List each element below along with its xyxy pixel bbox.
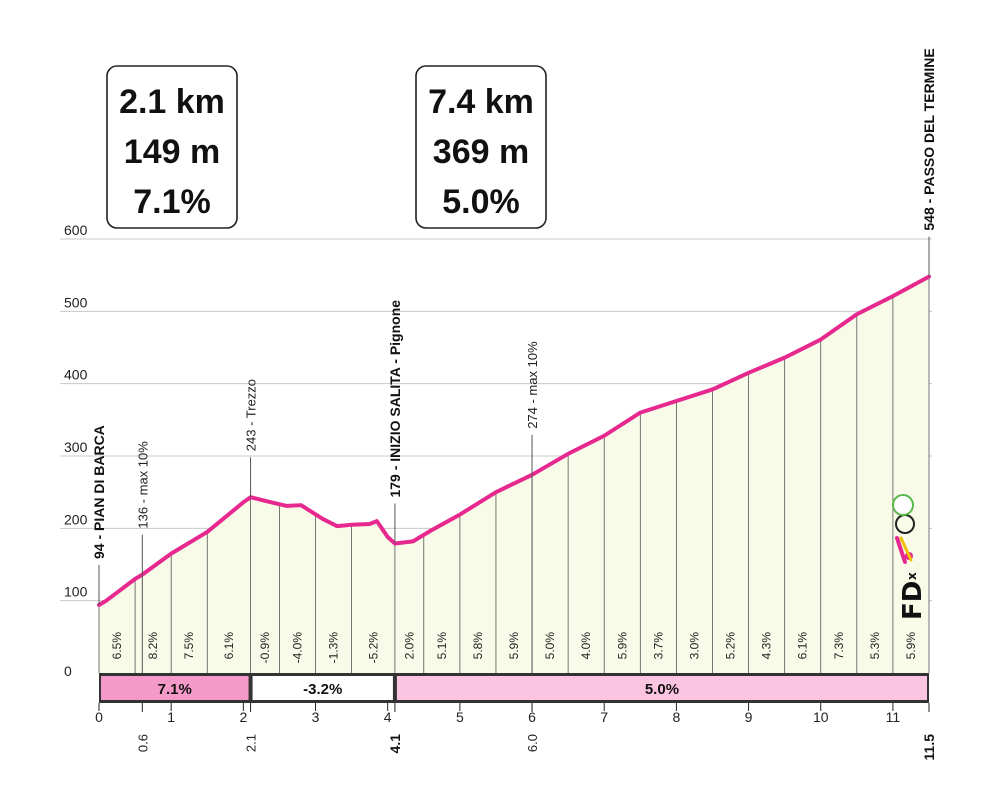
gradient-labels: 6.5% 8.2% 7.5% 6.1% -0.9% -4.0% -1.3% -5.2% 2.0%… — [110, 632, 918, 664]
gradient-label: 2.0% — [402, 632, 416, 660]
gradient-label: 5.2% — [724, 632, 738, 660]
info-box-line: 7.4 km — [428, 83, 534, 121]
x-tick-label: 8 — [672, 709, 680, 725]
x-special-label: 0.6 — [135, 734, 150, 752]
annotation-label: 548 - PASSO DEL TERMINE — [921, 48, 937, 230]
gradient-label: 4.3% — [760, 632, 774, 660]
gradient-label: 5.3% — [868, 632, 882, 660]
gradient-label: 5.8% — [471, 632, 485, 660]
gradient-label: -5.2% — [366, 632, 380, 664]
y-axis-ticks: 0 100 200 300 400 500 600 — [64, 222, 88, 679]
x-axis: 0 1 2 3 4 5 6 7 8 9 10 11 0.6 2.1 4.1 6.0 11.5 — [95, 703, 937, 760]
segment-block — [101, 676, 249, 700]
x-tick-label: 9 — [745, 709, 753, 725]
x-special-label: 11.5 — [921, 734, 937, 761]
gradient-label: 6.1% — [796, 632, 810, 660]
gradient-label: -4.0% — [290, 632, 304, 664]
profile-verticals — [98, 276, 930, 673]
elevation-line — [97, 274, 931, 608]
y-tick-label: 100 — [64, 584, 88, 600]
segment-label: 5.0% — [645, 681, 679, 698]
annotation-label: 179 - INIZIO SALITA - Pignone — [387, 300, 403, 498]
annotation-label: 136 - max 10% — [135, 441, 150, 529]
profile-area — [99, 276, 929, 673]
segment-block — [396, 676, 927, 700]
x-tick-label: 3 — [312, 709, 320, 725]
gradient-label: 7.5% — [182, 632, 196, 660]
gradient-label: 3.0% — [687, 632, 701, 660]
gradient-label: -1.3% — [327, 632, 341, 664]
y-tick-label: 200 — [64, 511, 88, 527]
y-tick-label: 400 — [64, 367, 88, 383]
y-tick-label: 0 — [64, 663, 72, 679]
info-box-line: 149 m — [124, 133, 220, 171]
gradient-label: 5.9% — [507, 632, 521, 660]
info-box-line: 2.1 km — [119, 83, 225, 121]
x-tick-label: 2 — [239, 709, 247, 725]
x-special-label: 4.1 — [387, 734, 403, 754]
x-tick-label: 6 — [528, 709, 536, 725]
gradient-label: 5.0% — [543, 632, 557, 660]
gradient-label: 5.1% — [435, 632, 449, 660]
gradient-label: 5.9% — [904, 632, 918, 660]
cycling-logo-icon — [892, 494, 915, 564]
gradient-label: 6.5% — [110, 632, 124, 660]
x-special-label: 6.0 — [525, 734, 540, 752]
profile-line — [97, 274, 931, 608]
annotation-label: 243 - Trezzo — [244, 379, 259, 451]
gradient-label: 3.7% — [651, 632, 665, 660]
annotation-label: 94 - PIAN DI BARCA — [91, 425, 107, 559]
x-tick-label: 4 — [384, 709, 392, 725]
gradient-label: 8.2% — [146, 632, 160, 660]
y-tick-label: 500 — [64, 294, 88, 310]
info-box-line: 369 m — [433, 133, 529, 171]
x-tick-label: 7 — [600, 709, 608, 725]
segment-block — [252, 676, 393, 700]
profile-fill — [99, 276, 929, 673]
info-box-line: 7.1% — [133, 183, 211, 221]
x-special-label: 2.1 — [244, 734, 259, 752]
info-box-main-climb: 7.4 km 369 m 5.0% — [415, 65, 547, 229]
annotation-label: 274 - max 10% — [525, 341, 540, 429]
logo-x-text: x — [905, 572, 919, 580]
x-tick-label: 5 — [456, 709, 464, 725]
gradient-label: 6.1% — [222, 632, 236, 660]
info-box-line: 5.0% — [442, 183, 520, 221]
y-tick-label: 300 — [64, 439, 88, 455]
x-tick-label: 0 — [95, 709, 103, 725]
logo-fd-text: FD — [898, 581, 928, 620]
x-tick-label: 11 — [886, 709, 901, 725]
segment-label: 7.1% — [158, 681, 192, 698]
x-tick-label: 10 — [813, 709, 829, 725]
gradient-label: -0.9% — [258, 632, 272, 664]
point-annotations: 94 - PIAN DI BARCA 136 - max 10% 243 - Tre… — [91, 48, 937, 673]
y-tick-label: 600 — [64, 222, 88, 238]
gradient-label: 7.3% — [832, 632, 846, 660]
gradient-label: 4.0% — [579, 632, 593, 660]
gradient-label: 5.9% — [615, 632, 629, 660]
info-box-first-climb: 2.1 km 149 m 7.1% — [106, 65, 238, 229]
brand-logo: FD x — [892, 494, 928, 620]
x-tick-label: 1 — [167, 709, 175, 725]
segment-label: -3.2% — [303, 681, 342, 698]
segment-bar: 7.1% -3.2% 5.0% — [99, 673, 929, 703]
